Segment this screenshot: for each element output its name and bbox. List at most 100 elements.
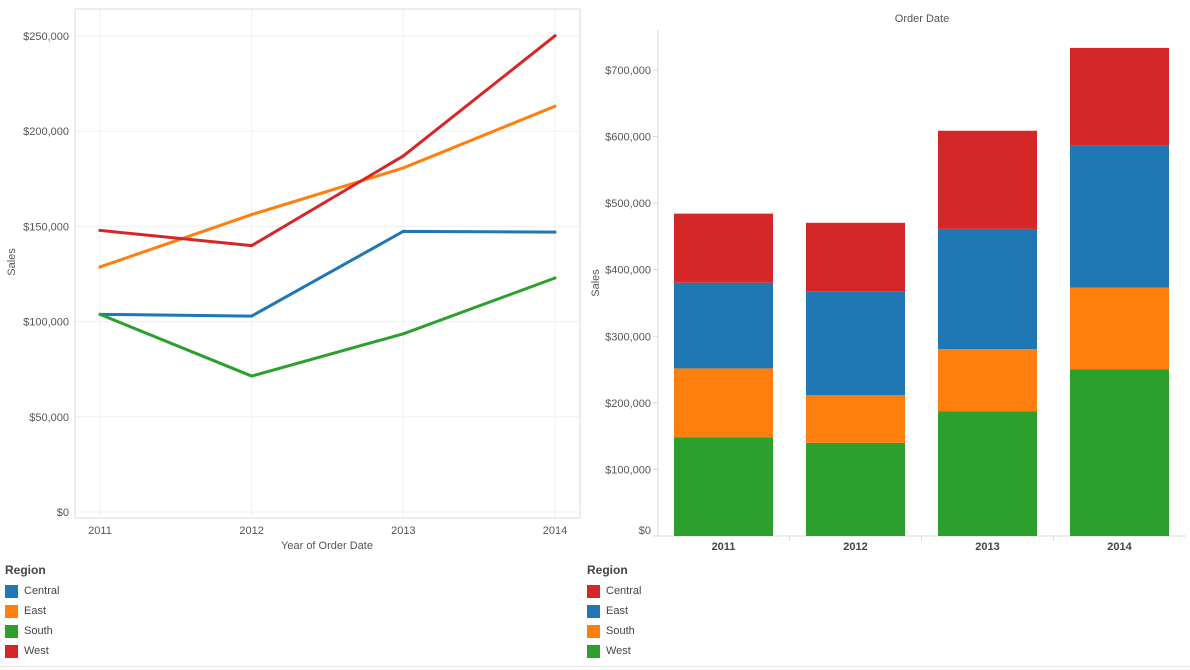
bar-segment-east-2013[interactable] [938, 228, 1037, 350]
bar-segment-south-2012[interactable] [806, 395, 905, 443]
bar-segment-east-2014[interactable] [1070, 145, 1169, 288]
legend-swatch [5, 624, 18, 638]
line-series-west[interactable] [98, 34, 557, 248]
bar-segment-central-2014[interactable] [1070, 47, 1169, 146]
legend-item-central[interactable]: Central [5, 581, 205, 601]
bar-chart-bars [674, 47, 1169, 536]
legend-swatch [5, 604, 18, 618]
line-chart-y-tick-label: $0 [57, 507, 69, 519]
line-chart-y-tick-label: $50,000 [29, 412, 69, 424]
bar-chart-y-ticks: $0 $100,000 $200,000 $300,000 $400,000 $500,0… [605, 65, 658, 537]
line-point-west[interactable] [98, 228, 102, 232]
line-point-east[interactable] [553, 104, 557, 108]
line-point-central[interactable] [553, 230, 557, 234]
line-chart-y-axis-title: Sales [6, 248, 18, 276]
bar-chart-y-tick-label: $100,000 [605, 464, 651, 476]
bar-segment-south-2014[interactable] [1070, 287, 1169, 370]
bar-segment-central-2012[interactable] [806, 222, 905, 292]
bar-chart-x-tick-label: 2014 [1107, 541, 1132, 553]
line-series-east[interactable] [98, 104, 557, 269]
bar-segment-south-2013[interactable] [938, 349, 1037, 412]
line-point-central[interactable] [401, 229, 405, 233]
line-point-central[interactable] [250, 314, 254, 318]
bottom-divider [0, 666, 1190, 667]
legend-label: West [24, 645, 49, 657]
bar-chart-y-tick-label: $200,000 [605, 398, 651, 410]
bar-chart-y-tick-label: $500,000 [605, 198, 651, 210]
line-chart-series [98, 34, 557, 378]
legend-label: Central [606, 585, 642, 597]
bar-chart-y-axis-title: Sales [590, 269, 602, 297]
bar-segment-east-2011[interactable] [674, 282, 773, 369]
legend-item-west[interactable]: West [5, 641, 205, 661]
legend-item-south[interactable]: South [587, 621, 787, 641]
line-point-south[interactable] [553, 276, 557, 280]
legend-label: West [606, 645, 631, 657]
line-chart-sales-by-region: $0 $50,000 $100,000 $150,000 $200,000 $250,00… [6, 8, 581, 552]
legend-label: South [606, 625, 635, 637]
line-chart-x-tick-label: 2012 [239, 525, 263, 537]
legend-item-east[interactable]: East [587, 601, 787, 621]
line-point-west[interactable] [401, 154, 405, 158]
legend-label: East [606, 605, 629, 617]
line-chart-y-tick-label: $100,000 [23, 317, 69, 329]
bar-chart-x-tick-label: 2012 [843, 541, 867, 553]
bar-segment-central-2013[interactable] [938, 130, 1037, 229]
line-point-east[interactable] [98, 265, 102, 269]
line-chart-gridlines [75, 9, 580, 518]
bar-segment-central-2011[interactable] [674, 213, 773, 283]
bar-chart-y-tick-label: $400,000 [605, 265, 651, 277]
bar-chart-legend: Region Central East South West [587, 563, 787, 661]
line-chart-legend: Region Central East South West [5, 563, 205, 661]
line-chart-y-tick-label: $150,000 [23, 221, 69, 233]
line-chart-y-ticks: $0 $50,000 $100,000 $150,000 $200,000 $250,00… [23, 31, 69, 519]
legend-label: East [24, 605, 47, 617]
bar-segment-east-2012[interactable] [806, 291, 905, 396]
line-series-central[interactable] [98, 229, 557, 318]
bar-segment-west-2014[interactable] [1070, 369, 1169, 536]
legend-swatch [5, 584, 18, 598]
legend-label: Central [24, 585, 60, 597]
bar-chart-y-tick-label: $600,000 [605, 132, 651, 144]
line-point-west[interactable] [553, 34, 557, 38]
bar-chart-header-title: Order Date [895, 13, 949, 25]
bar-chart-x-tick-label: 2013 [975, 541, 999, 553]
line-chart-plot-frame [74, 8, 581, 519]
legend-item-south[interactable]: South [5, 621, 205, 641]
bar-chart-y-tick-label: $0 [639, 525, 651, 537]
legend-item-central[interactable]: Central [587, 581, 787, 601]
legend-swatch [587, 584, 600, 598]
legend-title: Region [587, 563, 628, 577]
line-point-west[interactable] [250, 244, 254, 248]
line-point-east[interactable] [250, 213, 254, 217]
bar-segment-west-2012[interactable] [806, 442, 905, 536]
bar-segment-south-2011[interactable] [674, 368, 773, 438]
bar-segment-west-2011[interactable] [674, 437, 773, 536]
line-chart-x-tick-label: 2014 [543, 525, 567, 537]
line-chart-x-tick-label: 2011 [88, 525, 112, 537]
bar-chart-y-tick-label: $300,000 [605, 331, 651, 343]
bar-chart-x-tick-label: 2011 [712, 541, 736, 553]
line-chart-x-ticks: 2011 2012 2013 2014 [88, 525, 567, 537]
legend-swatch [587, 644, 600, 658]
bar-segment-west-2013[interactable] [938, 411, 1037, 536]
line-point-east[interactable] [401, 166, 405, 170]
line-point-south[interactable] [98, 312, 102, 316]
legend-item-west[interactable]: West [587, 641, 787, 661]
legend-title: Region [5, 563, 46, 577]
line-chart-x-tick-label: 2013 [391, 525, 415, 537]
line-series-south[interactable] [98, 276, 557, 378]
line-point-south[interactable] [250, 374, 254, 378]
line-chart-x-axis-title: Year of Order Date [281, 540, 373, 552]
line-chart-y-tick-label: $200,000 [23, 126, 69, 138]
legend-swatch [5, 644, 18, 658]
line-chart-y-tick-label: $250,000 [23, 31, 69, 43]
legend-item-east[interactable]: East [5, 601, 205, 621]
bar-chart-x-ticks: 2011 2012 2013 2014 [712, 536, 1133, 553]
bar-chart-y-tick-label: $700,000 [605, 65, 651, 77]
legend-swatch [587, 624, 600, 638]
line-point-south[interactable] [401, 332, 405, 336]
legend-label: South [24, 625, 53, 637]
legend-swatch [587, 604, 600, 618]
stacked-bar-chart-sales-by-year: Order Date $0 $100,000 $200,000 $300,000 $40… [590, 13, 1186, 553]
